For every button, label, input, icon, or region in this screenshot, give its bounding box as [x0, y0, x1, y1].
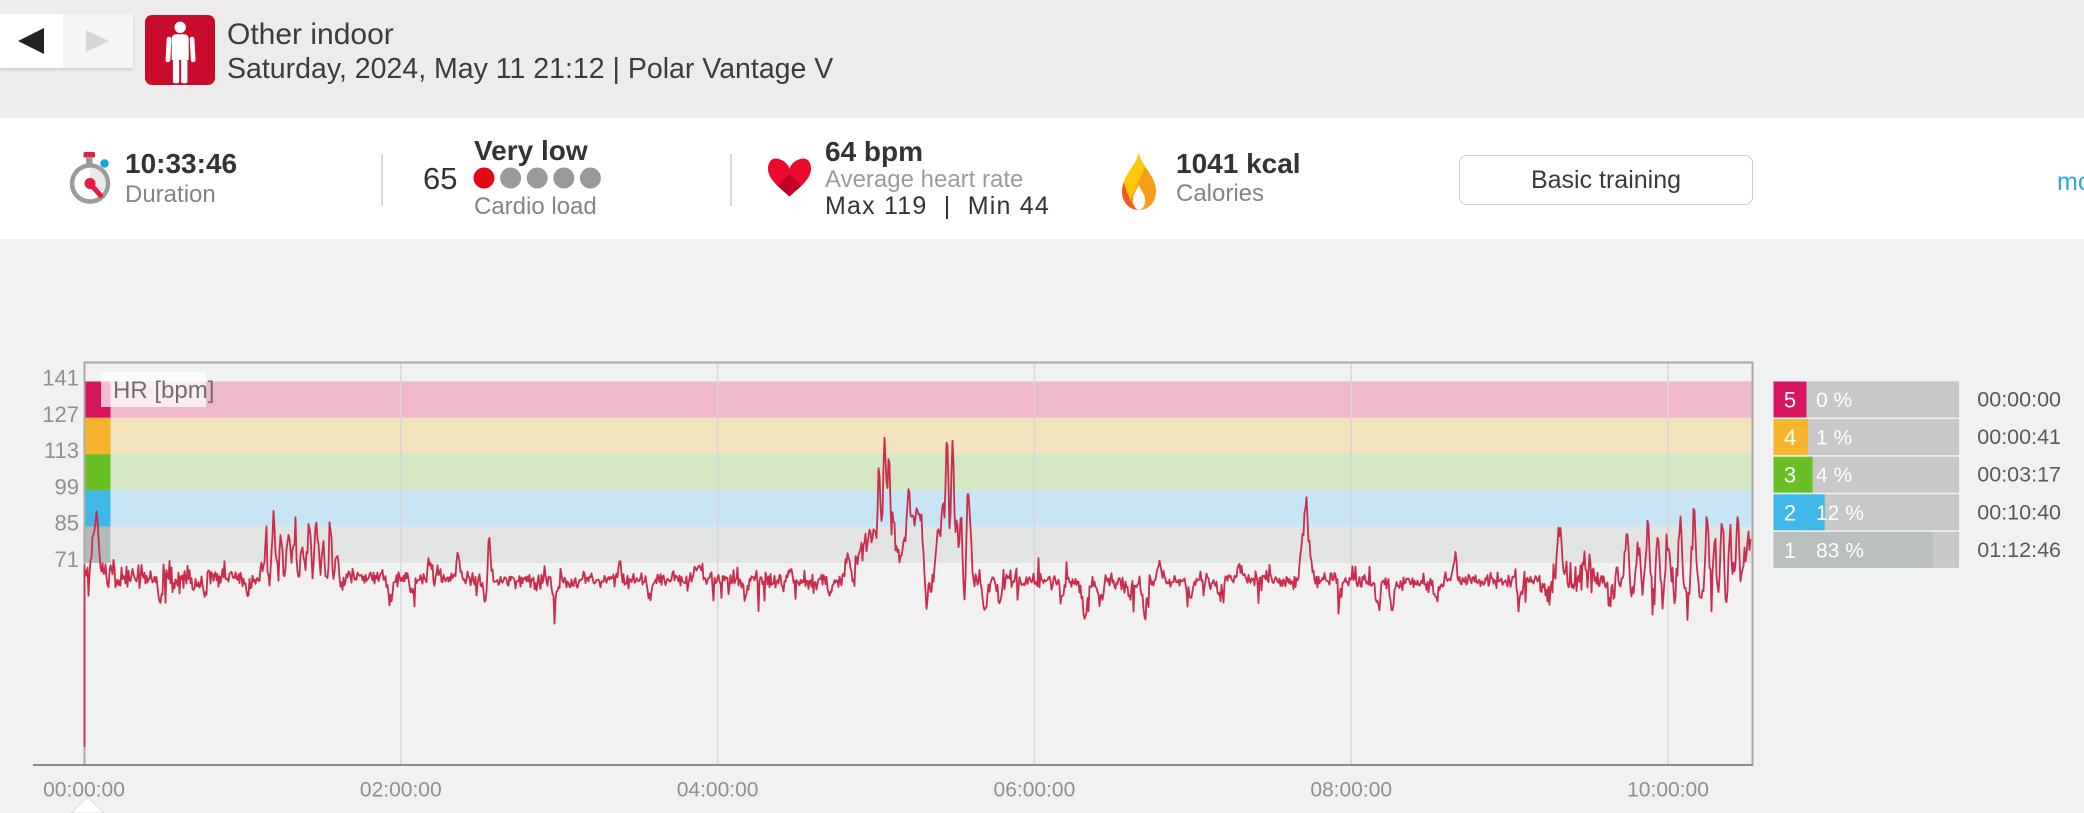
svg-text:141: 141 [42, 366, 79, 391]
svg-text:2: 2 [1784, 500, 1796, 525]
svg-text:00:00:00: 00:00:00 [1977, 388, 2061, 412]
svg-text:4 %: 4 % [1816, 464, 1852, 487]
svg-text:3: 3 [1784, 463, 1796, 488]
svg-text:08:00:00: 08:00:00 [1310, 779, 1392, 802]
svg-text:HR [bpm]: HR [bpm] [113, 377, 214, 404]
svg-text:06:00:00: 06:00:00 [994, 779, 1076, 802]
svg-text:02:00:00: 02:00:00 [360, 779, 442, 802]
svg-text:10:00:00: 10:00:00 [1627, 779, 1709, 802]
svg-text:83 %: 83 % [1816, 539, 1864, 562]
svg-text:71: 71 [55, 547, 79, 572]
svg-text:5: 5 [1784, 388, 1796, 413]
svg-text:113: 113 [44, 438, 79, 463]
svg-text:85: 85 [55, 511, 79, 536]
svg-text:127: 127 [42, 402, 79, 427]
svg-text:00:00:41: 00:00:41 [1977, 425, 2061, 449]
svg-text:4: 4 [1784, 425, 1796, 450]
svg-text:0 %: 0 % [1816, 389, 1852, 412]
svg-text:00:10:40: 00:10:40 [1977, 500, 2061, 524]
svg-text:12 %: 12 % [1816, 502, 1864, 525]
svg-text:04:00:00: 04:00:00 [677, 779, 759, 802]
svg-text:1: 1 [1784, 538, 1796, 563]
svg-text:99: 99 [55, 474, 79, 499]
svg-text:01:12:46: 01:12:46 [1977, 538, 2061, 562]
svg-text:00:00:00: 00:00:00 [43, 779, 125, 802]
svg-text:00:03:17: 00:03:17 [1977, 463, 2061, 487]
svg-text:1 %: 1 % [1816, 427, 1852, 450]
